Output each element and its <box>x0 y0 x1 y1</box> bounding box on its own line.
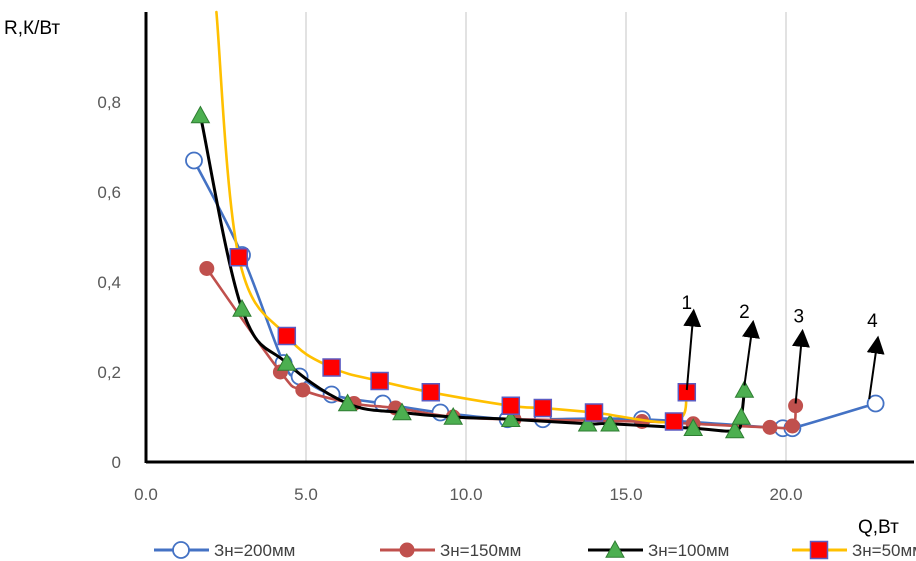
legend-label: Зн=150мм <box>440 541 521 560</box>
data-point <box>600 413 620 432</box>
legend-label: Зн=200мм <box>214 541 295 560</box>
x-tick-label: 10.0 <box>449 485 482 504</box>
data-point <box>392 402 412 421</box>
data-point <box>500 409 521 427</box>
legend-marker <box>809 540 829 560</box>
data-point <box>322 358 341 377</box>
data-point <box>577 413 598 432</box>
series-line <box>198 114 746 433</box>
data-point <box>724 420 745 439</box>
legend-item-1: Зн=200мм <box>154 541 295 560</box>
data-point <box>731 406 752 425</box>
legend-item-3: Зн=100мм <box>588 539 729 560</box>
annotation-arrow <box>866 335 885 400</box>
annotations-group: 1 2 3 4 <box>682 293 885 404</box>
annotation-label: 3 <box>794 307 805 328</box>
annotation-1: 1 <box>682 293 702 391</box>
legend-marker <box>605 539 625 558</box>
data-point <box>337 393 358 412</box>
legend-marker <box>172 541 190 559</box>
data-point <box>784 418 800 434</box>
annotation-2: 2 <box>739 302 760 386</box>
grid-lines <box>305 12 787 462</box>
axes <box>144 12 914 464</box>
legend-item-4: Зн=50мм <box>792 540 916 560</box>
data-point <box>229 248 249 267</box>
series-3 <box>190 105 755 439</box>
series-group <box>185 10 885 439</box>
legend-label: Зн=100мм <box>648 541 729 560</box>
legend: Зн=200мм Зн=150мм Зн=100мм Зн=50мм <box>154 539 916 560</box>
data-point <box>232 298 252 317</box>
annotation-label: 1 <box>682 293 693 314</box>
legend-marker <box>399 542 415 558</box>
data-point <box>443 406 464 425</box>
data-point <box>584 403 604 422</box>
y-tick-labels: 0 0,2 0,4 0,6 0,8 <box>97 93 121 472</box>
data-point <box>295 382 311 398</box>
data-point <box>185 151 203 170</box>
data-point <box>664 412 684 431</box>
data-point <box>734 379 755 398</box>
data-point <box>276 352 297 371</box>
y-tick-label: 0 <box>112 453 121 472</box>
data-point <box>683 418 704 436</box>
annotation-3: 3 <box>792 307 810 404</box>
y-tick-label: 0,2 <box>97 363 121 382</box>
annotation-label: 2 <box>739 302 750 323</box>
data-point <box>501 396 521 415</box>
x-tick-labels: 0.0 5.0 10.0 15.0 20.0 <box>134 485 802 504</box>
data-point <box>370 371 389 391</box>
y-axis-title: R,К/Вт <box>4 18 60 39</box>
annotation-arrow <box>792 328 810 404</box>
data-point <box>190 105 211 124</box>
x-tick-label: 0.0 <box>134 485 158 504</box>
data-point <box>762 419 778 435</box>
annotation-label: 4 <box>867 311 878 332</box>
data-point <box>277 326 297 346</box>
y-tick-label: 0,6 <box>97 183 121 202</box>
x-tick-label: 5.0 <box>294 485 318 504</box>
x-tick-label: 20.0 <box>769 485 802 504</box>
data-point <box>421 383 441 402</box>
legend-item-2: Зн=150мм <box>380 541 521 560</box>
series-4 <box>215 10 697 431</box>
legend-label: Зн=50мм <box>852 541 916 560</box>
y-tick-label: 0,4 <box>97 273 121 292</box>
x-tick-label: 15.0 <box>609 485 642 504</box>
data-point <box>866 394 885 413</box>
annotation-arrow <box>742 319 760 386</box>
annotation-4: 4 <box>866 311 885 400</box>
x-axis-title: Q,Вт <box>858 517 899 538</box>
data-point <box>533 398 553 418</box>
series-2 <box>199 261 804 435</box>
annotation-arrow <box>683 308 702 391</box>
data-point <box>199 261 215 276</box>
y-tick-label: 0,8 <box>97 93 121 112</box>
series-1 <box>185 151 885 438</box>
